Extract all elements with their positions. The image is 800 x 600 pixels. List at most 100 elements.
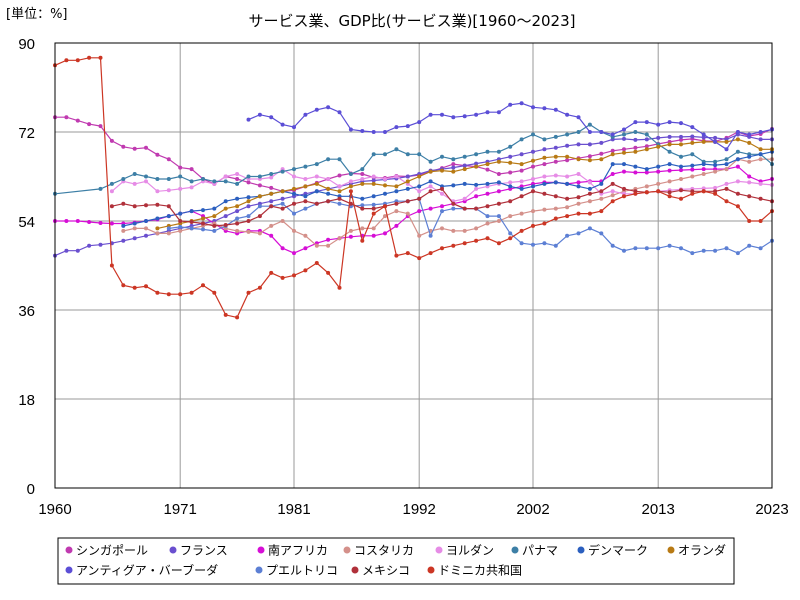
data-point [360,172,365,176]
data-point [690,125,695,130]
data-point [326,157,331,162]
data-point [394,174,399,179]
data-point [474,112,479,117]
legend-label: メキシコ [362,564,410,578]
data-point [166,292,171,297]
data-point [371,130,376,134]
data-point [667,168,672,173]
data-point [508,199,513,204]
x-tick-label: 2023 [755,501,788,518]
y-tick-label: 36 [18,303,35,320]
data-point [610,172,615,176]
series-6 [121,149,774,228]
data-point [98,186,103,191]
data-point [474,182,479,187]
data-point [713,169,718,174]
data-point [679,177,683,181]
data-point [542,181,547,186]
legend-marker [65,546,73,554]
data-point [178,224,183,229]
data-point [371,181,376,186]
data-point [667,243,672,248]
legend-marker [169,546,177,554]
data-point [587,186,592,191]
data-point [599,181,604,186]
data-point [599,157,604,162]
data-point [508,214,513,219]
data-point [679,121,683,126]
data-point [417,256,422,261]
data-point [280,275,285,280]
data-point [360,167,365,172]
data-point [553,216,558,221]
data-point [690,152,695,157]
data-point [314,201,319,206]
data-point [348,127,353,132]
data-point [610,193,615,198]
data-point [246,199,251,204]
data-point [144,233,148,238]
data-point [485,149,490,154]
series-8 [246,101,774,152]
data-point [292,186,296,191]
data-point [451,165,456,170]
data-point [178,165,183,170]
legend-marker [511,546,519,554]
data-point [713,191,718,196]
data-point [724,199,729,204]
data-point [360,226,365,231]
data-point [667,149,672,154]
data-point [428,251,433,256]
data-point [280,189,285,194]
data-point [667,120,672,125]
data-point [348,234,353,239]
data-point [758,196,763,201]
data-point [474,226,479,231]
data-point [576,115,581,120]
data-point [587,158,592,163]
data-point [246,117,251,122]
data-point [747,132,752,137]
legend-box [57,537,735,585]
data-point [405,211,410,216]
data-point [314,243,319,248]
data-point [565,174,570,179]
data-point [257,204,262,209]
data-point [303,199,308,204]
data-point [451,206,456,211]
data-point [303,177,308,181]
data-point [303,184,308,189]
data-point [201,208,205,213]
data-point [587,180,592,185]
data-point [724,157,729,162]
data-point [440,186,444,191]
data-point [269,204,274,209]
data-point [87,243,92,248]
data-point [531,164,535,169]
data-point [622,186,626,191]
data-point [235,216,240,221]
data-point [257,183,262,188]
data-point [178,219,183,223]
data-point [656,144,661,149]
data-point [565,143,570,148]
data-point [417,233,422,238]
data-point [542,147,547,152]
data-point [109,263,114,268]
data-point [371,202,376,207]
data-point [405,124,410,129]
data-point [269,223,274,228]
data-point [269,191,274,196]
data-point [144,203,148,208]
data-point [189,290,194,295]
y-tick-label: 90 [18,36,35,53]
data-point [644,184,649,189]
data-point [576,201,581,206]
legend-marker [65,566,73,574]
data-point [280,201,285,206]
data-point [132,226,137,231]
series-4 [109,167,774,204]
data-point [337,285,342,290]
data-point [360,196,365,201]
data-point [212,228,217,233]
